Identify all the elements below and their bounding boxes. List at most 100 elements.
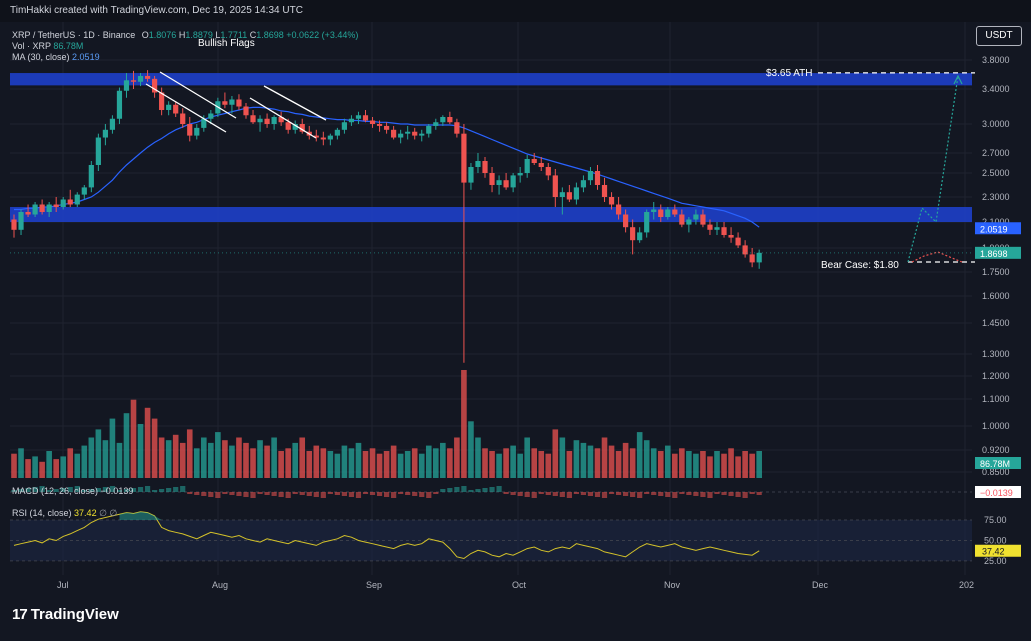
volume-bar <box>664 445 671 478</box>
macd-histogram-bar <box>630 492 636 497</box>
tradingview-logo[interactable]: 17 TradingView <box>12 606 119 623</box>
rsi-axis-label: 50.00 <box>984 535 1007 545</box>
top-bar: TimHakki created with TradingView.com, D… <box>0 0 1031 22</box>
candle-body <box>257 118 263 123</box>
volume-bar <box>404 451 411 478</box>
macd-histogram-bar <box>707 492 713 498</box>
price-axis-label: 3.4000 <box>982 84 1010 94</box>
volume-bar <box>222 440 228 478</box>
candle-body <box>623 214 629 228</box>
candle-body <box>391 129 397 138</box>
candle-body <box>285 122 291 130</box>
macd-histogram-bar <box>11 490 17 492</box>
price-axis-label: 1.7500 <box>982 267 1010 277</box>
candle-body <box>580 180 587 188</box>
volume-bar <box>46 451 52 478</box>
candle-body <box>573 187 579 200</box>
macd-histogram-bar <box>222 492 228 494</box>
volume-bar <box>313 445 320 478</box>
bullish-flag-line <box>263 85 327 121</box>
chart-credit: TimHakki created with TradingView.com, D… <box>10 5 303 16</box>
candle-body <box>679 214 685 225</box>
macd-histogram-bar <box>644 492 650 494</box>
volume-bar <box>215 432 221 478</box>
macd-histogram-bar <box>18 489 24 492</box>
candle-body <box>243 106 249 116</box>
macd-histogram-bar <box>658 492 664 496</box>
candle-body <box>756 252 762 263</box>
badge-ma-bg <box>975 222 1021 235</box>
candle-body <box>721 227 727 235</box>
volume-bar <box>559 437 566 478</box>
candle-body <box>686 219 692 225</box>
macd-histogram-bar <box>601 492 608 498</box>
volume-bar <box>418 453 425 478</box>
volume-legend: Vol · XRP 86.78M <box>12 41 83 51</box>
candle-body <box>116 90 123 119</box>
volume-bar <box>362 451 369 478</box>
macd-histogram-bar <box>714 492 720 494</box>
bull-projection-path <box>907 75 959 263</box>
candle-body <box>468 167 474 183</box>
macd-histogram-bar <box>334 492 340 495</box>
macd-histogram-bar <box>67 487 73 492</box>
currency-button[interactable]: USDT <box>976 26 1022 46</box>
macd-histogram-bar <box>278 492 284 497</box>
volume-bar <box>721 453 727 478</box>
price-axis-label: 2.7000 <box>982 148 1010 158</box>
volume-bar <box>693 453 699 478</box>
volume-bar <box>552 429 559 478</box>
volume-bar <box>756 451 762 478</box>
volume-bar <box>566 451 573 478</box>
price-axis-label: 2.3000 <box>982 192 1010 202</box>
volume-bar <box>179 442 186 478</box>
price-axis-label: 1.1000 <box>982 394 1010 404</box>
volume-bar <box>208 442 214 478</box>
badge-ma: 2.0519 <box>980 224 1008 234</box>
volume-bar <box>672 453 678 478</box>
badge-price-bg <box>975 246 1021 259</box>
volume-bar <box>686 451 692 478</box>
volume-bar <box>517 453 523 478</box>
macd-histogram-bar <box>594 492 601 497</box>
volume-bar <box>67 448 74 478</box>
candle-body <box>461 133 467 183</box>
volume-bar <box>454 437 460 478</box>
candle-body <box>447 117 453 123</box>
candle-body <box>18 212 24 230</box>
macd-histogram-bar <box>721 492 727 495</box>
volume-bar <box>151 418 158 478</box>
macd-histogram-bar <box>306 492 312 496</box>
macd-histogram-bar <box>580 492 587 495</box>
macd-histogram-bar <box>693 492 699 496</box>
candle-body <box>250 115 256 123</box>
volume-bar <box>411 448 418 478</box>
candle-body <box>700 214 706 225</box>
candle-body <box>144 75 151 79</box>
volume-bar <box>130 399 137 478</box>
volume-bar <box>545 453 552 478</box>
macd-histogram-bar <box>95 488 101 492</box>
candle-body <box>658 209 664 217</box>
candle-body <box>419 133 425 136</box>
legend-low-label: L <box>215 30 221 40</box>
candle-body <box>644 212 650 233</box>
rsi-legend: RSI (14, close) 37.42 ∅ ∅ <box>12 508 117 519</box>
badge-price: 1.8698 <box>980 249 1008 259</box>
volume-bar <box>433 448 439 478</box>
volume-bar <box>700 451 706 478</box>
macd-histogram-bar <box>327 492 333 494</box>
macd-histogram-bar <box>383 492 390 497</box>
candle-body <box>60 199 66 207</box>
candle-body <box>32 204 38 215</box>
price-axis-label: 1.2000 <box>982 371 1010 381</box>
volume-bar <box>376 453 383 478</box>
volume-bar <box>489 451 495 478</box>
volume-bar <box>615 451 622 478</box>
legend-open: 1.8076 <box>148 30 177 40</box>
volume-bar <box>88 437 95 478</box>
badge-rsi: 37.42 <box>982 547 1005 557</box>
rsi-value: 37.42 <box>74 508 97 518</box>
candle-body <box>25 212 31 215</box>
